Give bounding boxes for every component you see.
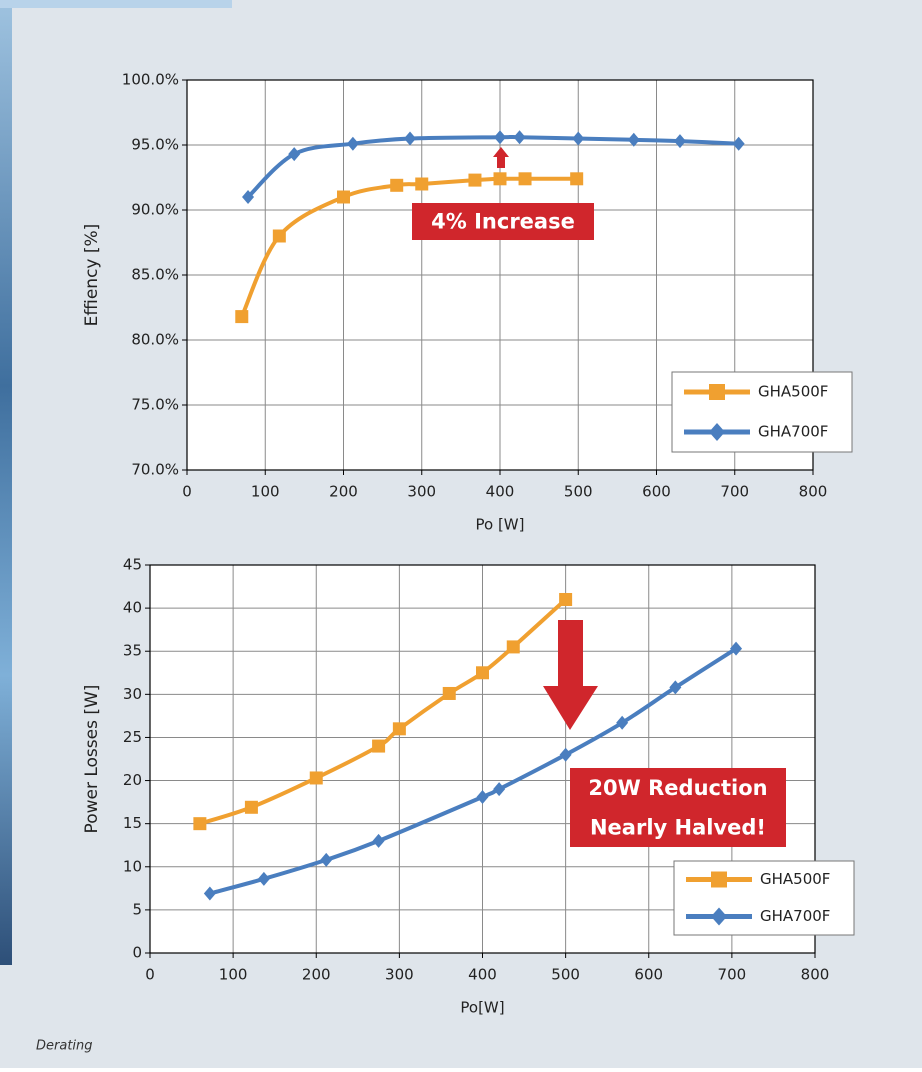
y-tick-label: 25 xyxy=(123,728,142,746)
x-tick-label: 700 xyxy=(720,483,749,501)
photo-strip xyxy=(0,0,12,965)
x-tick-label: 700 xyxy=(718,966,747,984)
x-tick-label: 800 xyxy=(801,966,830,984)
x-tick-label: 0 xyxy=(182,483,192,501)
marker xyxy=(193,817,206,830)
marker xyxy=(310,771,323,784)
marker xyxy=(393,722,406,735)
x-tick-label: 800 xyxy=(799,483,828,501)
y-tick-label: 35 xyxy=(123,642,142,660)
x-tick-label: 400 xyxy=(468,966,497,984)
y-tick-label: 20 xyxy=(123,771,142,789)
x-tick-label: 200 xyxy=(302,966,331,984)
x-tick-label: 300 xyxy=(407,483,436,501)
x-tick-label: 0 xyxy=(145,966,155,984)
y-tick-label: 75.0% xyxy=(131,396,179,414)
marker xyxy=(245,801,258,814)
legend-label: GHA500F xyxy=(758,383,828,401)
y-tick-label: 10 xyxy=(123,857,142,875)
legend-label: GHA700F xyxy=(758,423,828,441)
x-axis-label: Po [W] xyxy=(476,516,525,534)
marker xyxy=(415,178,428,191)
marker xyxy=(476,666,489,679)
marker xyxy=(507,640,520,653)
y-axis-label: Effiency [%] xyxy=(82,224,102,327)
y-tick-label: 0 xyxy=(132,944,142,962)
x-tick-label: 600 xyxy=(642,483,671,501)
y-tick-label: 15 xyxy=(123,814,142,832)
annotation: Nearly Halved! xyxy=(590,815,766,839)
x-tick-label: 100 xyxy=(251,483,280,501)
y-tick-label: 30 xyxy=(123,685,142,703)
marker xyxy=(494,172,507,185)
legend-marker xyxy=(711,872,727,888)
y-tick-label: 90.0% xyxy=(131,201,179,219)
x-tick-label: 600 xyxy=(634,966,663,984)
y-tick-label: 40 xyxy=(123,599,142,617)
x-tick-label: 300 xyxy=(385,966,414,984)
x-tick-label: 500 xyxy=(564,483,593,501)
x-tick-label: 200 xyxy=(329,483,358,501)
y-tick-label: 100.0% xyxy=(122,71,179,89)
page: Derating 70.0% 75.0% 80.0% 85.0% 90.0% 95.0% 1… xyxy=(0,0,922,1068)
marker xyxy=(443,687,456,700)
marker xyxy=(390,179,403,192)
x-tick-label: 400 xyxy=(486,483,515,501)
y-tick-label: 70.0% xyxy=(131,461,179,479)
y-tick-label: 95.0% xyxy=(131,136,179,154)
x-tick-label: 100 xyxy=(219,966,248,984)
x-tick-label: 500 xyxy=(551,966,580,984)
y-tick-label: 80.0% xyxy=(131,331,179,349)
marker xyxy=(468,174,481,187)
legend-marker xyxy=(709,384,725,400)
legend-label: GHA500F xyxy=(760,870,830,888)
marker xyxy=(337,191,350,204)
marker xyxy=(559,593,572,606)
caption: Derating xyxy=(36,1039,93,1054)
photo-strip xyxy=(0,0,232,8)
y-tick-label: 85.0% xyxy=(131,266,179,284)
annotation: 4% Increase xyxy=(431,210,575,234)
marker xyxy=(372,740,385,753)
marker xyxy=(273,230,286,243)
chart: Derating 70.0% 75.0% 80.0% 85.0% 90.0% 95.0% 1… xyxy=(0,0,922,1068)
marker xyxy=(570,172,583,185)
y-tick-label: 45 xyxy=(123,556,142,574)
annotation: 20W Reduction xyxy=(588,776,767,800)
marker xyxy=(519,172,532,185)
x-axis-label: Po[W] xyxy=(460,999,504,1017)
marker xyxy=(235,310,248,323)
y-tick-label: 5 xyxy=(132,900,142,918)
y-axis-label: Power Losses [W] xyxy=(82,685,102,834)
legend-label: GHA700F xyxy=(760,907,830,925)
